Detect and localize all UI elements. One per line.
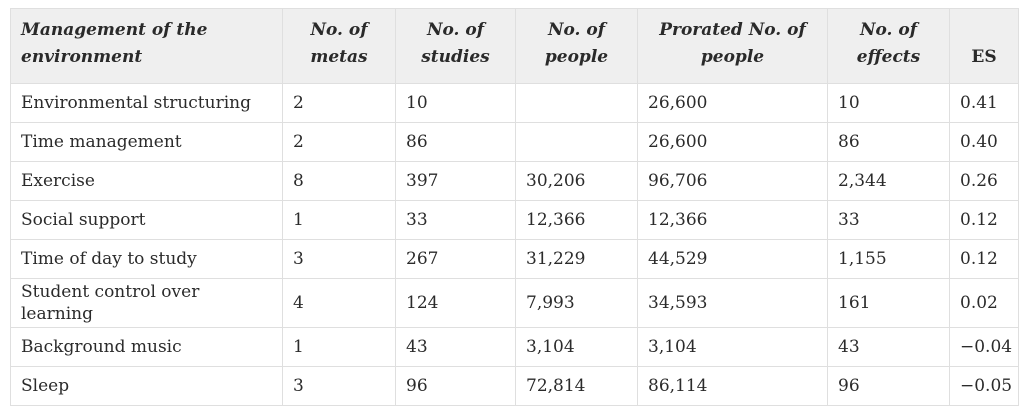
cell-no-of-people: 12,366 [515,200,638,240]
col-header-no-of-effects: No. of effects [827,8,950,84]
table-row-time-of-day-to-study: Time of day to study 3 267 31,229 44,529… [10,239,1019,279]
row-label: Social support [10,200,283,240]
cell-no-of-studies: 397 [395,161,516,201]
cell-es: 0.26 [949,161,1019,201]
cell-es: 0.02 [949,278,1019,328]
cell-prorated-no-of-people: 3,104 [637,327,828,367]
header-row: Management of the environment No. of met… [10,8,1019,84]
cell-es: 0.40 [949,122,1019,162]
col-header-es: ES [949,8,1019,84]
cell-no-of-studies: 86 [395,122,516,162]
cell-es: 0.41 [949,83,1019,123]
cell-no-of-people: 30,206 [515,161,638,201]
table-row-time-management: Time management 2 86 26,600 86 0.40 [10,122,1019,162]
cell-no-of-effects: 10 [827,83,950,123]
row-label: Time management [10,122,283,162]
environment-management-table: Management of the environment No. of met… [10,8,1019,406]
cell-no-of-studies: 267 [395,239,516,279]
table-row-exercise: Exercise 8 397 30,206 96,706 2,344 0.26 [10,161,1019,201]
cell-no-of-people [515,83,638,123]
cell-no-of-effects: 86 [827,122,950,162]
cell-prorated-no-of-people: 26,600 [637,83,828,123]
cell-no-of-metas: 4 [282,278,396,328]
col-header-no-of-studies: No. of studies [395,8,516,84]
cell-prorated-no-of-people: 86,114 [637,366,828,406]
cell-no-of-people [515,122,638,162]
cell-no-of-people: 31,229 [515,239,638,279]
cell-prorated-no-of-people: 26,600 [637,122,828,162]
cell-no-of-effects: 1,155 [827,239,950,279]
cell-es: −0.04 [949,327,1019,367]
cell-es: 0.12 [949,239,1019,279]
row-label: Exercise [10,161,283,201]
cell-prorated-no-of-people: 44,529 [637,239,828,279]
cell-no-of-studies: 10 [395,83,516,123]
cell-no-of-effects: 43 [827,327,950,367]
cell-no-of-metas: 2 [282,122,396,162]
cell-prorated-no-of-people: 34,593 [637,278,828,328]
col-header-no-of-people: No. of people [515,8,638,84]
table-row-social-support: Social support 1 33 12,366 12,366 33 0.1… [10,200,1019,240]
cell-no-of-effects: 96 [827,366,950,406]
cell-no-of-people: 3,104 [515,327,638,367]
cell-no-of-metas: 2 [282,83,396,123]
cell-no-of-effects: 2,344 [827,161,950,201]
cell-no-of-metas: 8 [282,161,396,201]
row-label: Sleep [10,366,283,406]
table-body: Environmental structuring 2 10 26,600 10… [10,83,1019,406]
cell-no-of-studies: 96 [395,366,516,406]
cell-no-of-effects: 161 [827,278,950,328]
cell-no-of-metas: 1 [282,200,396,240]
cell-no-of-studies: 124 [395,278,516,328]
col-header-management-of-environment: Management of the environment [10,8,283,84]
cell-prorated-no-of-people: 12,366 [637,200,828,240]
cell-es: 0.12 [949,200,1019,240]
row-label: Time of day to study [10,239,283,279]
cell-prorated-no-of-people: 96,706 [637,161,828,201]
cell-no-of-studies: 43 [395,327,516,367]
cell-no-of-effects: 33 [827,200,950,240]
table-row-environmental-structuring: Environmental structuring 2 10 26,600 10… [10,83,1019,123]
cell-no-of-people: 7,993 [515,278,638,328]
cell-no-of-people: 72,814 [515,366,638,406]
row-label: Student control over learning [10,278,283,328]
cell-no-of-metas: 3 [282,239,396,279]
table-row-background-music: Background music 1 43 3,104 3,104 43 −0.… [10,327,1019,367]
row-label: Background music [10,327,283,367]
row-label: Environmental structuring [10,83,283,123]
col-header-prorated-no-of-people: Prorated No. of people [637,8,828,84]
col-header-no-of-metas: No. of metas [282,8,396,84]
table-row-student-control-over-learning: Student control over learning 4 124 7,99… [10,278,1019,328]
table-row-sleep: Sleep 3 96 72,814 86,114 96 −0.05 [10,366,1019,406]
cell-es: −0.05 [949,366,1019,406]
cell-no-of-studies: 33 [395,200,516,240]
cell-no-of-metas: 1 [282,327,396,367]
